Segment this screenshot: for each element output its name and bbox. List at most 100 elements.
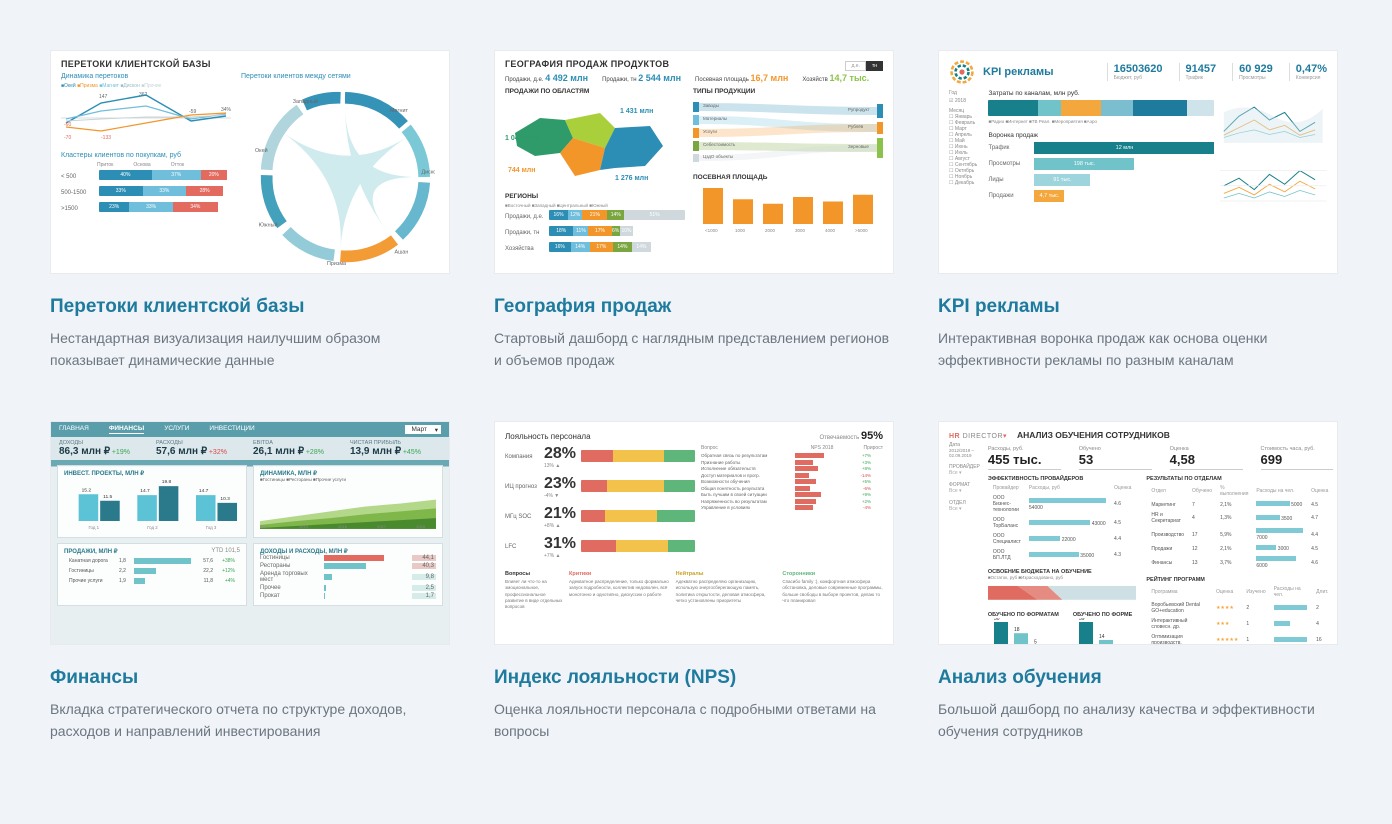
card-finance[interactable]: ГЛАВНАЯ ФИНАНСЫ УСЛУГИ ИНВЕСТИЦИИ Март▾ … xyxy=(50,421,454,742)
income-panel: ДОХОДЫ И РАСХОДЫ, МЛН ₽ Гостиницы44,1Рес… xyxy=(253,543,443,606)
svg-text:10.3: 10.3 xyxy=(220,496,230,502)
card-title[interactable]: KPI рекламы xyxy=(938,296,1342,318)
hr-brand: HR DIRECTOR▾ xyxy=(949,432,1007,440)
map-title: ПРОДАЖИ ПО ОБЛАСТЯМ xyxy=(505,88,685,95)
kpi-metrics: 16503620Бюджет, руб91457Трафик60 929Прос… xyxy=(1107,63,1327,81)
svg-text:Заводы: Заводы xyxy=(703,103,719,108)
regions-rows: Продажи, д.е.16%12%21%14%51%Продажи, тн1… xyxy=(505,210,685,255)
svg-text:Год 2: Год 2 xyxy=(147,525,158,530)
types-title: ТИПЫ ПРОДУКЦИИ xyxy=(693,88,883,95)
line-chart-icon: 147 362 -60 -70 -133 -59 34% xyxy=(61,91,231,146)
thumb-kpi-ad: KPI рекламы 16503620Бюджет, руб91457Траф… xyxy=(938,50,1338,274)
cluster-rows: < 500 40%37%20%500-1500 33%33%28%>1500 2… xyxy=(61,170,231,215)
svg-text:30: 30 xyxy=(994,618,1000,622)
card-kpi-ad[interactable]: KPI рекламы 16503620Бюджет, руб91457Траф… xyxy=(938,50,1342,371)
budget-chart-icon xyxy=(988,580,1136,606)
svg-text:Услуги: Услуги xyxy=(703,129,717,134)
svg-text:1000: 1000 xyxy=(735,228,746,233)
svg-text:Год 3: Год 3 xyxy=(206,525,217,530)
svg-text:2017: 2017 xyxy=(377,524,386,529)
nps-answers-block: ВопросыВлияет ли что-то на эмоциональное… xyxy=(505,571,883,610)
svg-text:Зерновые: Зерновые xyxy=(848,144,869,149)
svg-text:1 041 млн: 1 041 млн xyxy=(505,135,538,142)
card-title[interactable]: Перетоки клиентской базы xyxy=(50,296,454,318)
thumb-title: ГЕОГРАФИЯ ПРОДАЖ ПРОДУКТОВ xyxy=(505,59,669,69)
svg-text:4000: 4000 xyxy=(825,228,836,233)
svg-text:2014: 2014 xyxy=(260,524,270,529)
nps-questions: Обратная связь по результатам+7%Признани… xyxy=(701,453,883,510)
cluster-header: Приток Основа Отток xyxy=(97,162,231,168)
card-nps[interactable]: Лояльность персонала Отвечаемость 95% Ко… xyxy=(494,421,898,742)
svg-text:5: 5 xyxy=(1034,639,1037,645)
svg-text:-133: -133 xyxy=(101,135,111,141)
svg-text:Материалы: Материалы xyxy=(703,116,727,121)
dashboard-gallery-grid: ПЕРЕТОКИ КЛИЕНТСКОЙ БАЗЫ Динамика перето… xyxy=(50,50,1342,743)
logo-icon xyxy=(949,59,975,85)
svg-text:3000: 3000 xyxy=(795,228,806,233)
area-chart-icon: 20142015201620172018 xyxy=(260,482,436,529)
svg-text:Дискон: Дискон xyxy=(422,169,436,175)
seed-title: ПОСЕВНАЯ ПЛОЩАДЬ xyxy=(693,174,883,181)
svg-text:Рупродукт: Рупродукт xyxy=(848,107,870,112)
card-desc: Нестандартная визуализация наилучшим обр… xyxy=(50,328,454,371)
card-title[interactable]: Финансы xyxy=(50,667,454,689)
card-hr[interactable]: HR DIRECTOR▾ АНАЛИЗ ОБУЧЕНИЯ СОТРУДНИКОВ… xyxy=(938,421,1342,742)
thumb-title: АНАЛИЗ ОБУЧЕНИЯ СОТРУДНИКОВ xyxy=(1017,430,1170,440)
thumb-title: ПЕРЕТОКИ КЛИЕНТСКОЙ БАЗЫ xyxy=(61,59,439,69)
svg-text:34%: 34% xyxy=(221,107,231,113)
card-title[interactable]: Анализ обучения xyxy=(938,667,1342,689)
svg-text:744 млн: 744 млн xyxy=(508,167,535,174)
sankey-icon: Заводы Материалы Услуги Себестоимость ЦздО о… xyxy=(693,98,883,168)
svg-text:ЦздО объекты: ЦздО объекты xyxy=(703,154,733,159)
card-desc: Стартовый дашборд с наглядным представле… xyxy=(494,328,898,371)
thumb-nps: Лояльность персонала Отвечаемость 95% Ко… xyxy=(494,421,894,645)
thumb-peretoki: ПЕРЕТОКИ КЛИЕНТСКОЙ БАЗЫ Динамика перето… xyxy=(50,50,450,274)
card-geography[interactable]: ГЕОГРАФИЯ ПРОДАЖ ПРОДУКТОВ д.е.тн Продаж… xyxy=(494,50,898,371)
card-peretoki[interactable]: ПЕРЕТОКИ КЛИЕНТСКОЙ БАЗЫ Динамика перето… xyxy=(50,50,454,371)
left-subtitle: Динамика перетоков xyxy=(61,73,231,80)
left-filters[interactable]: Год ☑ 2018 Месяц ☐ Январь☐ Февраль☐ Март… xyxy=(949,90,982,214)
svg-text:Год 1: Год 1 xyxy=(88,525,99,530)
format-bars-icon: 30 18 5 xyxy=(988,618,1050,645)
sales-panel: ПРОДАЖИ, МЛН ₽YTD 101,5 Канатная дорога1… xyxy=(57,543,247,606)
regions-title: РЕГИОНЫ xyxy=(505,193,685,200)
toggle-icon[interactable]: д.е.тн xyxy=(845,63,883,69)
dyn-panel: ДИНАМИКА, МЛН ₽ ■Гостиницы ■Рестораны ■П… xyxy=(253,465,443,538)
svg-text:2000: 2000 xyxy=(765,228,776,233)
thumb-finance: ГЛАВНАЯ ФИНАНСЫ УСЛУГИ ИНВЕСТИЦИИ Март▾ … xyxy=(50,421,450,645)
card-desc: Интерактивная воронка продаж как основа … xyxy=(938,328,1342,371)
thumb-hr: HR DIRECTOR▾ АНАЛИЗ ОБУЧЕНИЯ СОТРУДНИКОВ… xyxy=(938,421,1338,645)
funnel-title: Воронка продаж xyxy=(988,132,1214,139)
cost-title: Затраты по каналам, млн руб. xyxy=(988,90,1214,97)
ukraine-map-icon: 1 041 млн 744 млн 1 431 млн 1 276 млн xyxy=(505,98,685,188)
card-desc: Вкладка стратегического отчета по структ… xyxy=(50,699,454,742)
svg-text:18: 18 xyxy=(1014,627,1020,633)
month-dropdown[interactable]: Март▾ xyxy=(405,425,441,434)
svg-text:2018: 2018 xyxy=(416,524,425,529)
svg-text:Окей: Окей xyxy=(255,147,268,154)
cost-stacked-bar xyxy=(988,100,1214,116)
spark-lines-1 xyxy=(1220,90,1327,150)
tabs-row[interactable]: ГЛАВНАЯ ФИНАНСЫ УСЛУГИ ИНВЕСТИЦИИ Март▾ xyxy=(51,422,449,437)
svg-text:11.5: 11.5 xyxy=(103,494,112,500)
right-subtitle: Перетоки клиентов между сетями xyxy=(241,73,439,80)
funnel-chart: Трафик12 млнПросмотры198 тыс.Лиды91 тыс.… xyxy=(988,142,1214,202)
svg-text:Себестоимость: Себестоимость xyxy=(703,142,736,147)
line-legend: ■Окей ■Призма ■Магнит ■Дискон ■Прочие xyxy=(61,83,231,89)
svg-text:14.7: 14.7 xyxy=(199,489,209,495)
nps-segments: Компания 28%13% ▲ ИЦ прогноз 23%-4% ▼ МГ… xyxy=(505,445,695,565)
thumb-title: Лояльность персонала xyxy=(505,432,591,441)
svg-text:Призма: Призма xyxy=(327,261,346,267)
svg-text:-59: -59 xyxy=(189,109,196,115)
hr-kpis: Расходы, руб.455 тыс.Обучено53Оценка4,58… xyxy=(988,446,1334,470)
svg-text:Южный: Южный xyxy=(259,222,278,229)
svg-text:-70: -70 xyxy=(64,135,71,141)
hr-left-filters[interactable]: Дата 2012/2019 – 02.09.2019 ПРОВАЙДЕР Вс… xyxy=(949,442,980,645)
svg-text:14: 14 xyxy=(1099,634,1105,640)
card-title[interactable]: Индекс лояльности (NPS) xyxy=(494,667,898,689)
svg-text:Рублёв: Рублёв xyxy=(848,124,864,129)
svg-text:Магнит: Магнит xyxy=(390,108,408,114)
card-desc: Большой дашборд по анализу качества и эф… xyxy=(938,699,1342,742)
svg-text:147: 147 xyxy=(99,94,108,100)
card-title[interactable]: География продаж xyxy=(494,296,898,318)
